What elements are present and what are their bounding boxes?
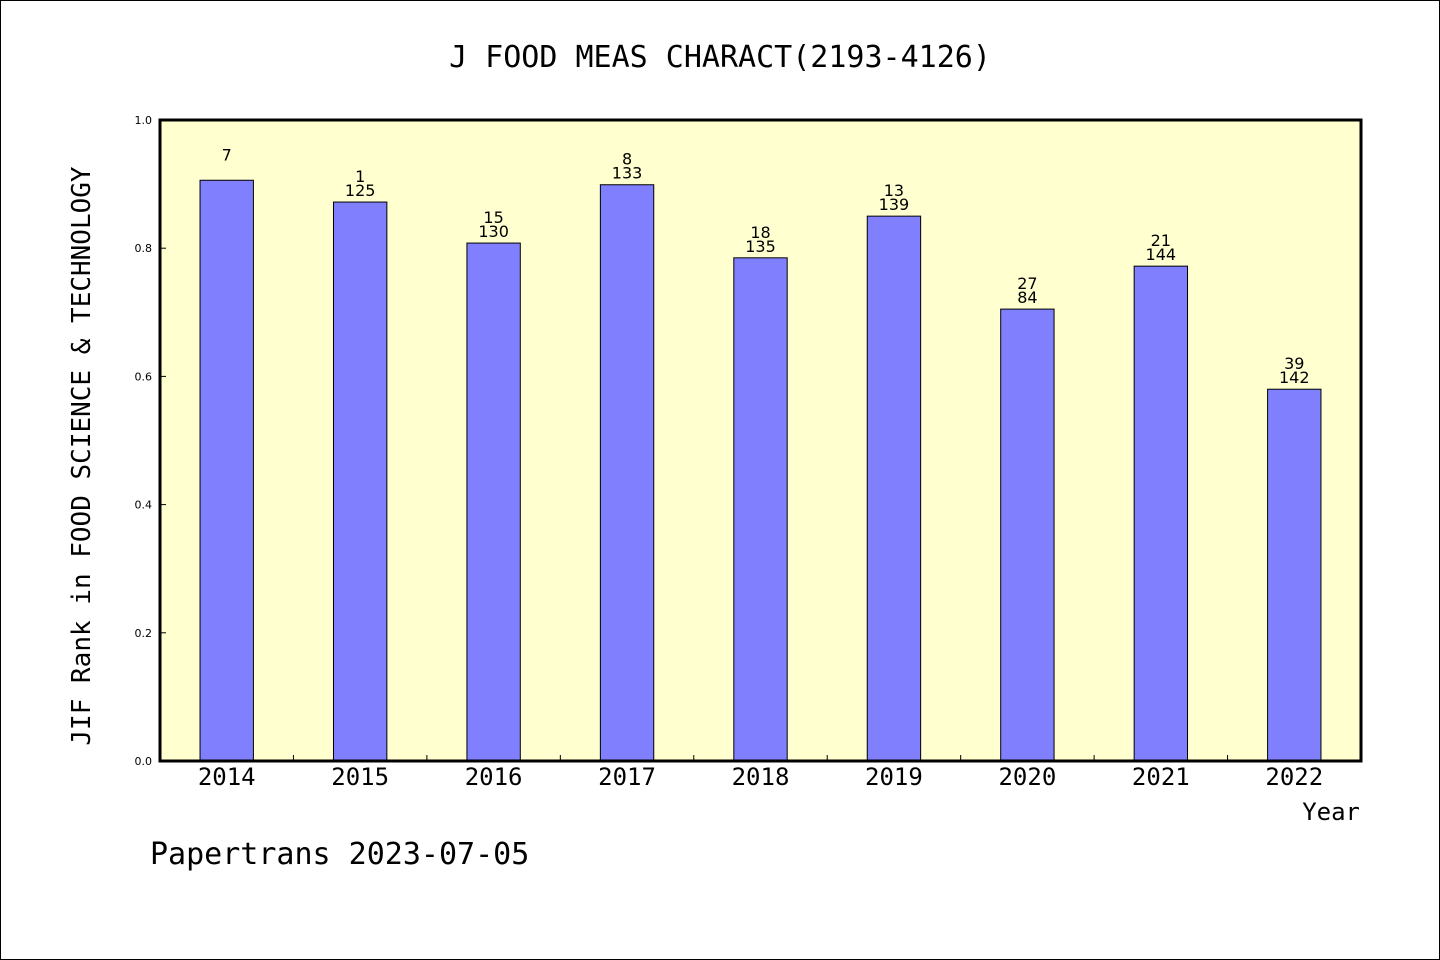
- y-tick-label: 0.6: [135, 370, 153, 383]
- data-label-2022: 142: [1279, 368, 1310, 387]
- data-label-2016: 130: [478, 222, 509, 241]
- data-label-2021: 144: [1146, 245, 1177, 264]
- data-label-2019: 13: [884, 181, 904, 200]
- data-label-2016: 15: [483, 208, 503, 227]
- footer-text: Papertrans 2023-07-05: [150, 837, 529, 872]
- y-tick-label: 0.8: [135, 242, 153, 255]
- y-tick-label: 1.0: [135, 114, 153, 127]
- data-label-2017: 133: [612, 164, 643, 183]
- data-label-2018: 18: [750, 223, 770, 242]
- x-tick-label: 2022: [1265, 763, 1323, 791]
- bar-2016: [466, 242, 521, 762]
- x-tick-label: 2014: [198, 763, 256, 791]
- data-label-2020: 27: [1017, 274, 1037, 293]
- bar-2022: [1267, 388, 1322, 762]
- x-tick-label: 2016: [465, 763, 523, 791]
- bar-2021: [1133, 265, 1189, 762]
- plot-frame: [158, 118, 1363, 763]
- bar-2014: [199, 179, 254, 762]
- bar-2019: [866, 215, 922, 762]
- y-axis: 0.0 0.2 0.4 0.6 0.8 1.0: [135, 114, 166, 768]
- data-label-2015: 1: [355, 167, 365, 186]
- x-tick-label: 2020: [998, 763, 1056, 791]
- x-tick-label: 2019: [865, 763, 923, 791]
- x-tick-label: 2021: [1132, 763, 1190, 791]
- data-label-2021: 21: [1151, 231, 1171, 250]
- y-axis-title: JIF Rank in FOOD SCIENCE & TECHNOLOGY: [67, 166, 97, 746]
- bar-2017: [599, 184, 655, 762]
- bars: [199, 179, 1322, 762]
- data-label-2019: 139: [879, 195, 910, 214]
- chart-title: J FOOD MEAS CHARACT(2193-4126): [449, 40, 991, 75]
- data-label-2020: 84: [1017, 288, 1037, 307]
- bar-2018: [733, 257, 788, 762]
- y-tick-label: 0.4: [135, 499, 153, 512]
- x-tick-label: 2017: [598, 763, 656, 791]
- bar-2015: [332, 201, 388, 762]
- y-tick-label: 0.0: [135, 755, 153, 768]
- data-label-2014: 7: [222, 145, 232, 164]
- data-label-2022: 39: [1284, 354, 1304, 373]
- x-tick-label: 2018: [732, 763, 790, 791]
- x-tick-label: 2015: [331, 763, 389, 791]
- y-tick-label: 0.2: [135, 627, 153, 640]
- data-label-2017: 8: [622, 150, 632, 169]
- x-axis-title: Year: [1302, 798, 1360, 826]
- bar-2020: [1000, 308, 1055, 762]
- data-label-2015: 125: [345, 181, 376, 200]
- data-label-2018: 135: [745, 237, 776, 256]
- x-axis: 2014 2015 2016 2017 2018 2019 2020 2021 2022: [198, 755, 1323, 791]
